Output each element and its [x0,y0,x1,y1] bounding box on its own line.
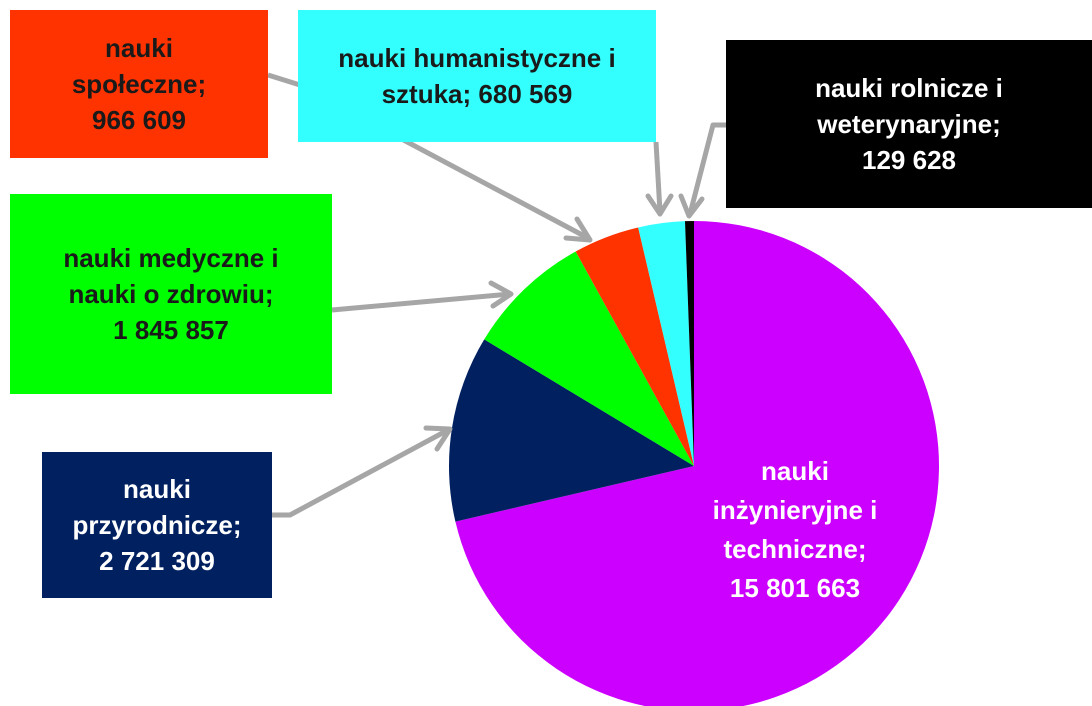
arrow [331,291,511,313]
arrow [272,427,450,518]
label-box: nauki humanistyczne i sztuka; 680 569 [298,10,656,142]
arrow [687,122,726,215]
value-label: 1 845 857 [113,315,229,345]
pie-slice [449,339,694,522]
label-box: nauki rolnicze i weterynaryjne; 129 628 [726,40,1092,208]
arrow-head [563,216,593,243]
value-label: 2 721 309 [99,546,215,576]
slice-label: nauki humanistyczne i sztuka; [338,43,616,109]
arrow [653,141,663,213]
slice-label: nauki społeczne; [71,33,207,99]
pie-slice [684,221,694,466]
label-box: nauki społeczne; 966 609 [10,10,268,158]
slice-label: nauki inżynieryjne i techniczne; [712,456,878,564]
slice-label: nauki medyczne i nauki o zdrowiu; [63,243,279,309]
pie-slice [484,251,694,466]
arrow-head [678,193,705,219]
pie-slice [455,221,939,706]
slice-label: nauki rolnicze i weterynaryjne; [815,73,1003,139]
value-label: 15 801 663 [729,573,861,603]
arrow-head [488,280,514,309]
pie-slice [638,221,694,466]
value-label: 129 628 [862,145,956,175]
value-label: 966 609 [92,105,186,135]
arrow-head [645,193,674,217]
value-label: 680 569 [478,79,573,109]
label-box: nauki inżynieryjne i techniczne; 15 801 … [690,440,900,620]
label-box: nauki przyrodnicze; 2 721 309 [42,452,272,598]
label-box: nauki medyczne i nauki o zdrowiu; 1 845 … [10,194,332,394]
pie-slice [575,227,694,466]
arrow-head [423,425,453,452]
slice-label: nauki przyrodnicze; [72,474,242,540]
